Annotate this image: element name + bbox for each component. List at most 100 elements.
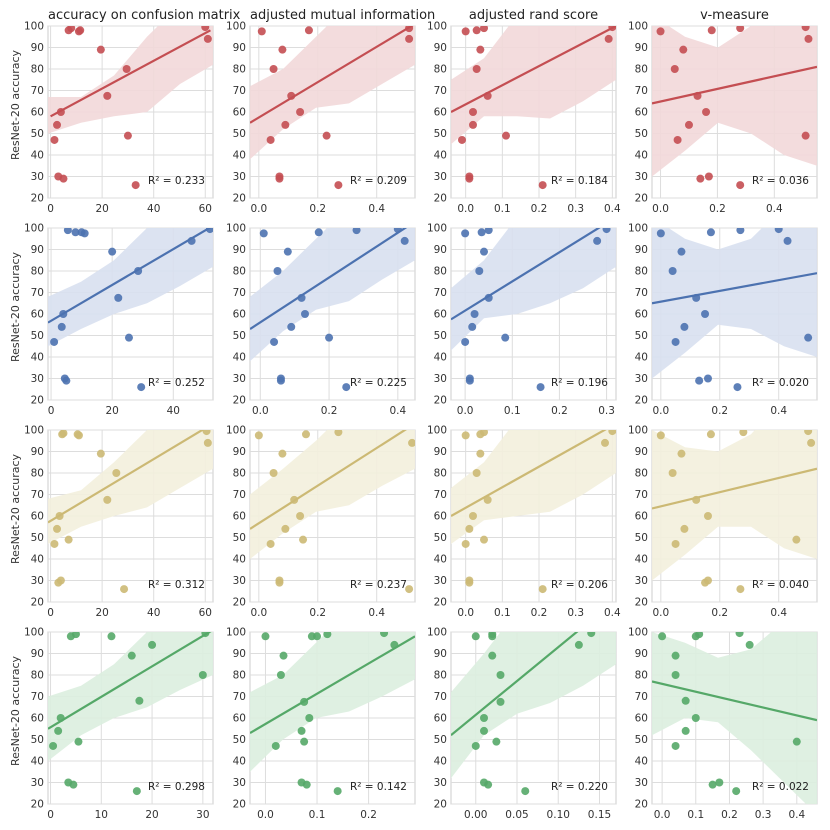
y-tick-label: 40	[31, 554, 44, 566]
confidence-band	[250, 228, 415, 362]
r-squared-label: R² = 0.206	[551, 579, 608, 591]
scatter-panel-1-3: 20 30 40 50 60 70 80 90 100 0.0 0.2 0.4 R² = 0.020	[628, 223, 818, 417]
x-tick-label: 0.3	[567, 203, 584, 215]
y-tick-label: 60	[635, 309, 648, 321]
data-point	[107, 632, 116, 641]
y-tick-label: 50	[635, 734, 648, 746]
data-point	[465, 174, 474, 183]
data-point	[56, 714, 65, 722]
data-point	[380, 632, 389, 638]
data-point	[64, 535, 73, 544]
data-point	[132, 787, 141, 796]
r-squared-label: R² = 0.298	[148, 781, 205, 793]
x-tick-label: 60	[199, 607, 212, 619]
x-tick-label: 20	[145, 809, 158, 821]
y-tick-label: 20	[635, 193, 648, 205]
y-tick-label: 90	[434, 244, 447, 256]
data-point	[480, 26, 488, 33]
y-tick-label: 100	[427, 223, 447, 235]
data-point	[736, 181, 745, 190]
data-point	[480, 714, 488, 722]
scatter-panel-0-1: 20 30 40 50 60 70 80 90 100 0.0 0.2 0.4 R² = 0.209	[226, 21, 416, 215]
x-tick-label: 0.3	[755, 809, 772, 821]
x-tick-label: 0.4	[368, 203, 385, 215]
y-tick-label: 50	[233, 532, 246, 544]
x-tick-label: 0.4	[770, 405, 787, 417]
data-point	[670, 65, 679, 73]
confidence-band	[250, 26, 415, 160]
scatter-panel-3-0: 20 30 40 50 60 70 80 90 100 0 10 20 30 R² = 0.298	[24, 627, 214, 821]
regression-line	[250, 635, 415, 734]
x-tick-label: 0.2	[711, 405, 728, 417]
data-point	[323, 632, 332, 639]
x-tick-label: 0.4	[368, 607, 385, 619]
y-tick-label: 50	[31, 330, 44, 342]
x-tick-label: 40	[147, 607, 160, 619]
data-point	[484, 780, 493, 789]
r-squared-label: R² = 0.040	[752, 579, 809, 591]
data-point	[679, 45, 688, 54]
data-point	[656, 229, 665, 238]
data-point	[275, 174, 284, 183]
scatter-panel-1-0: 20 30 40 50 60 70 80 90 100 0 20 40 R² = 0.252	[24, 223, 214, 417]
x-tick-label: 10	[95, 809, 108, 821]
data-point	[458, 135, 466, 144]
y-tick-label: 100	[24, 425, 44, 437]
data-point	[502, 131, 510, 140]
x-tick-label: 0.0	[457, 405, 474, 417]
x-tick-label: 0.0	[652, 203, 669, 215]
data-point	[656, 431, 665, 440]
data-point	[269, 65, 278, 73]
data-point	[707, 26, 716, 35]
y-tick-label: 30	[31, 575, 44, 587]
data-point	[480, 247, 488, 256]
confidence-band	[652, 632, 817, 804]
data-point	[334, 181, 343, 190]
data-point	[408, 438, 415, 447]
confidence-band	[652, 430, 817, 581]
column-title-1: adjusted mutual information	[250, 8, 436, 23]
y-tick-label: 90	[233, 244, 246, 256]
data-point	[604, 34, 613, 43]
y-tick-label: 30	[635, 171, 648, 183]
y-tick-label: 30	[434, 171, 447, 183]
data-point	[706, 430, 715, 439]
data-point	[134, 267, 143, 275]
data-point	[684, 120, 693, 129]
y-tick-label: 60	[635, 713, 648, 725]
data-point	[299, 535, 308, 544]
data-point	[297, 726, 306, 735]
y-tick-label: 30	[635, 575, 648, 587]
data-point	[148, 640, 157, 649]
y-tick-label: 50	[233, 128, 246, 140]
confidence-band	[451, 430, 616, 544]
data-point	[708, 780, 717, 789]
data-point	[297, 293, 306, 302]
plot-area	[250, 228, 415, 392]
column-title-3: v-measure	[700, 8, 769, 23]
data-point	[266, 539, 275, 548]
data-point	[476, 449, 485, 458]
data-point	[50, 337, 59, 346]
data-point	[281, 524, 290, 533]
y-tick-label: 40	[233, 756, 246, 768]
y-tick-label: 90	[233, 446, 246, 458]
y-tick-label: 60	[434, 713, 447, 725]
regression-line	[48, 430, 205, 524]
y-tick-label: 50	[31, 734, 44, 746]
plot-area	[250, 430, 415, 594]
y-tick-label: 100	[628, 21, 648, 33]
data-point	[681, 696, 690, 705]
regression-line	[652, 467, 817, 510]
y-tick-label: 80	[434, 468, 447, 480]
regression-line	[48, 632, 212, 730]
data-point	[304, 26, 313, 35]
data-point	[287, 322, 296, 331]
y-tick-label: 30	[31, 777, 44, 789]
data-point	[693, 91, 702, 100]
y-tick-label: 30	[233, 575, 246, 587]
r-squared-label: R² = 0.036	[752, 175, 809, 187]
y-tick-label: 40	[434, 150, 447, 162]
y-tick-label: 90	[233, 648, 246, 660]
